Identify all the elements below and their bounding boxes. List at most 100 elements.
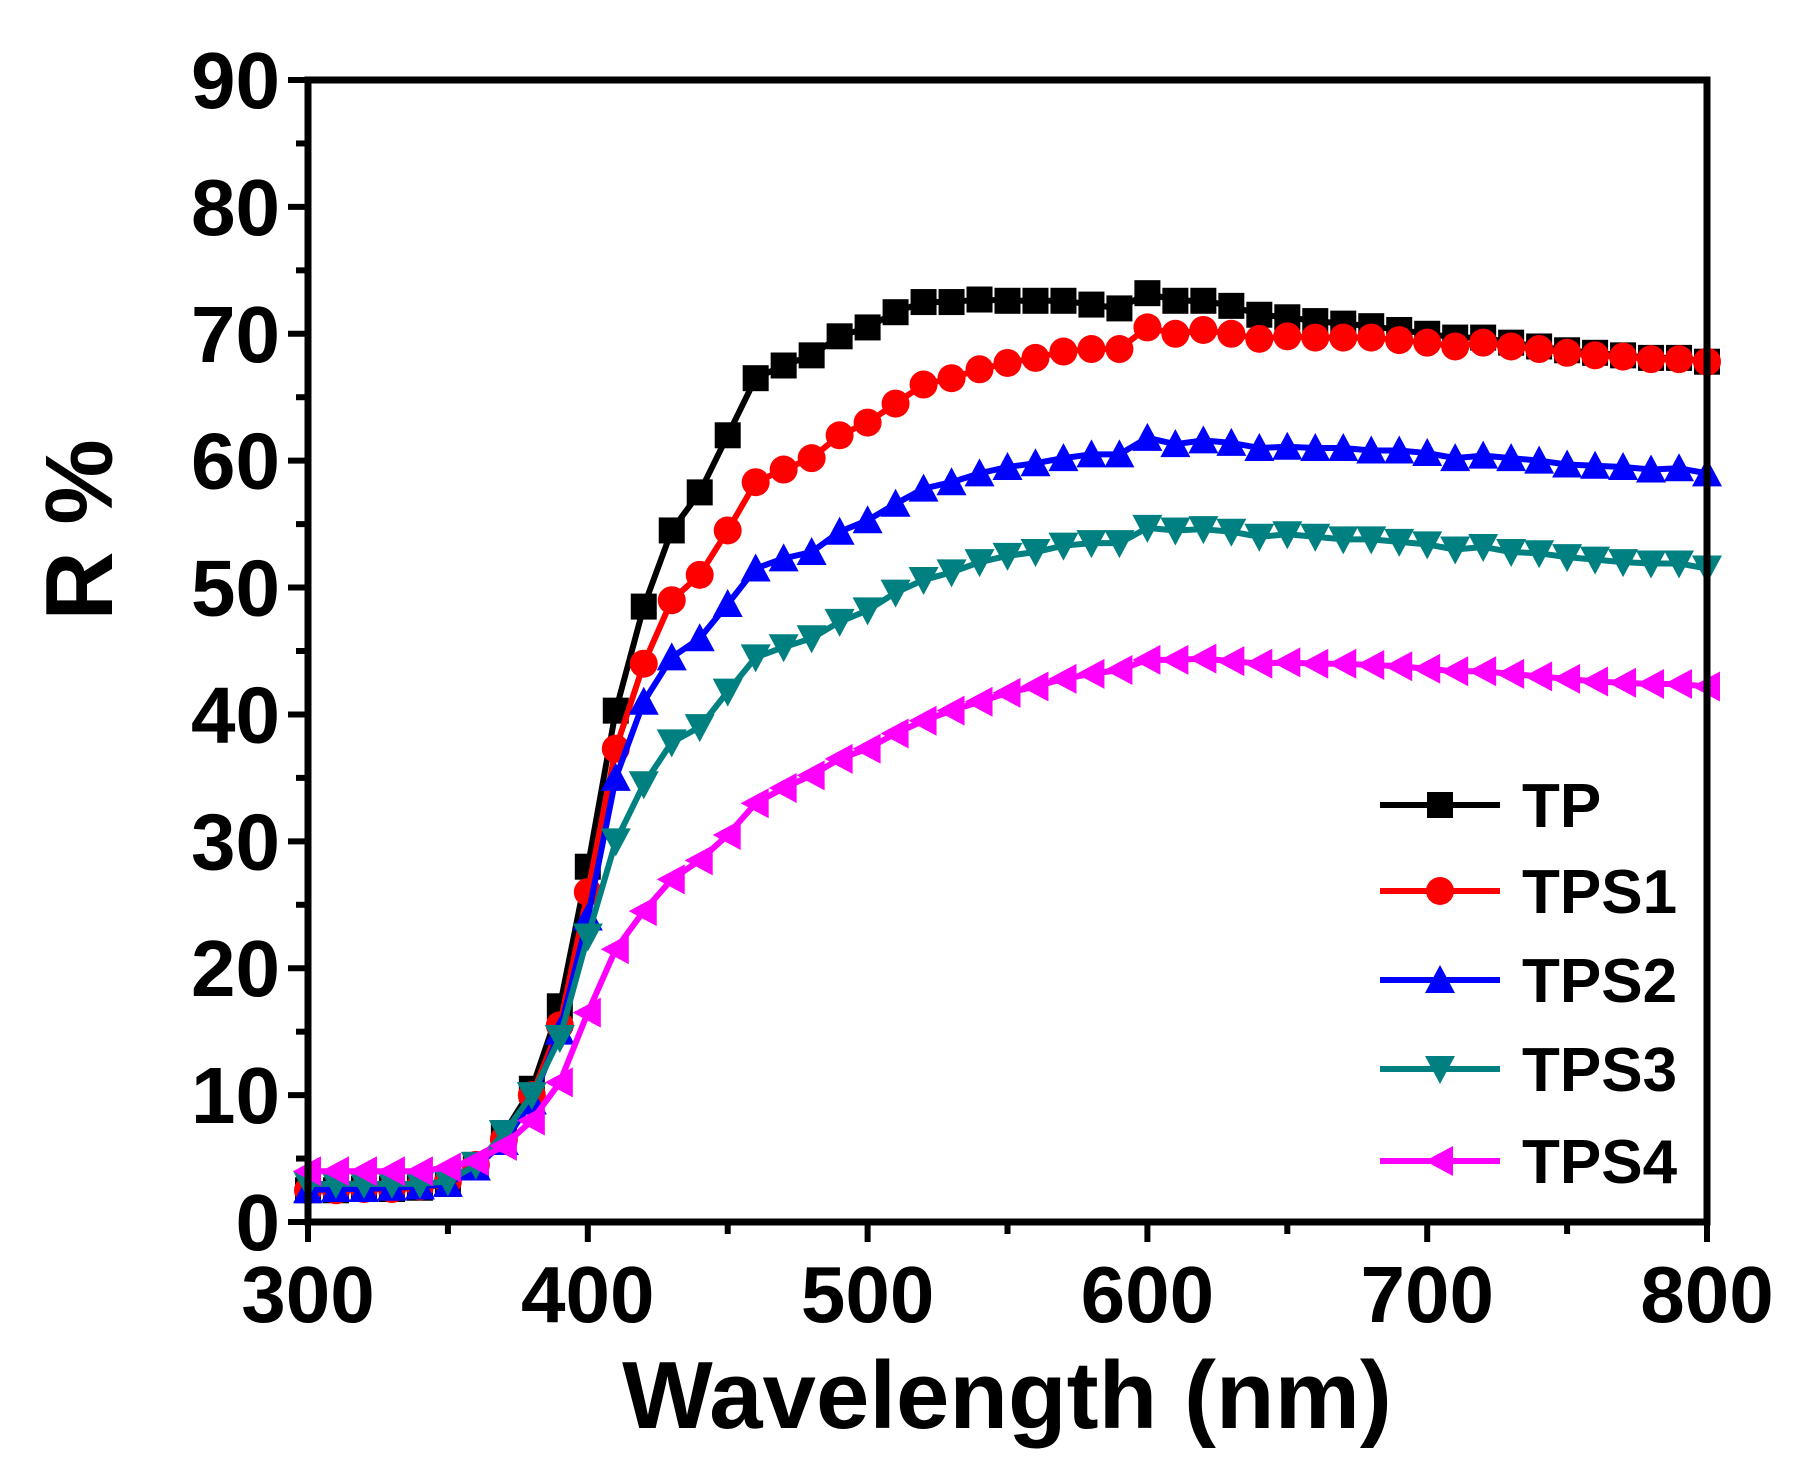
data-point <box>798 342 825 369</box>
legend-marker <box>1425 1056 1455 1084</box>
data-point <box>488 1120 519 1149</box>
x-tick-label: 600 <box>1081 1250 1214 1339</box>
data-point <box>544 1067 573 1098</box>
data-point <box>936 467 967 496</box>
y-axis-label: R % <box>26 439 133 620</box>
data-point <box>826 323 853 350</box>
data-point <box>658 517 685 544</box>
data-point <box>992 452 1023 481</box>
data-point <box>1384 435 1415 464</box>
series-tp <box>295 280 1720 1204</box>
data-point <box>1524 661 1553 692</box>
data-point <box>824 608 855 637</box>
data-point <box>1552 663 1581 694</box>
data-point <box>964 549 995 578</box>
data-point <box>1273 322 1302 351</box>
data-point <box>320 1156 349 1187</box>
data-point <box>1664 550 1695 579</box>
data-point <box>1022 287 1049 314</box>
data-point <box>770 352 797 379</box>
data-point <box>1104 655 1133 686</box>
data-point <box>1609 342 1638 371</box>
data-point <box>1496 658 1525 689</box>
data-point <box>768 634 799 663</box>
data-point <box>1188 516 1219 545</box>
legend-item-tps4: TPS4 <box>1380 1128 1678 1197</box>
data-point <box>1076 530 1107 559</box>
plot-frame <box>304 76 1711 1226</box>
legend-item-tps3: TPS3 <box>1380 1036 1677 1105</box>
series-tps3 <box>293 514 1722 1199</box>
data-point <box>1468 533 1499 562</box>
data-point <box>685 560 714 589</box>
data-point <box>908 473 939 502</box>
data-point <box>1188 643 1217 674</box>
data-point <box>1020 539 1051 568</box>
data-point <box>630 593 657 620</box>
data-point <box>1246 301 1273 328</box>
data-point <box>1469 328 1498 357</box>
data-point <box>1160 517 1191 546</box>
data-point <box>404 1156 433 1187</box>
data-point <box>1021 343 1050 372</box>
data-point <box>1048 532 1079 561</box>
data-point <box>1468 656 1497 687</box>
data-point <box>824 516 855 545</box>
data-point <box>1637 345 1666 374</box>
data-point <box>1440 656 1469 687</box>
data-point <box>994 287 1021 314</box>
data-point <box>1524 540 1555 569</box>
data-point <box>1244 523 1275 552</box>
data-point <box>684 714 715 743</box>
data-point <box>768 773 797 804</box>
y-tick-label: 40 <box>191 670 280 759</box>
data-point <box>348 1156 377 1187</box>
data-point <box>656 729 687 758</box>
data-point <box>686 479 713 506</box>
data-point <box>1161 319 1190 348</box>
data-point <box>1048 663 1077 694</box>
legend-label: TPS3 <box>1522 1036 1677 1105</box>
data-point <box>1496 443 1527 472</box>
data-point <box>488 1130 517 1161</box>
data-point <box>936 559 967 588</box>
data-point <box>432 1152 461 1183</box>
data-point <box>1384 651 1413 682</box>
data-point <box>1133 313 1162 342</box>
x-tick-label: 500 <box>801 1250 934 1339</box>
data-point <box>993 348 1022 377</box>
data-point <box>572 923 603 952</box>
series-line <box>308 655 1708 1175</box>
data-point <box>964 686 993 717</box>
data-point <box>1664 453 1695 482</box>
data-point <box>1608 549 1639 578</box>
data-point <box>712 589 743 618</box>
data-point <box>1244 432 1275 461</box>
data-point <box>1608 452 1639 481</box>
data-point <box>1580 546 1611 575</box>
data-point <box>824 743 853 774</box>
series-line <box>308 524 1708 1187</box>
legend-marker <box>1425 1146 1453 1176</box>
data-point <box>1162 287 1189 314</box>
data-point <box>600 762 631 791</box>
data-point <box>852 733 881 764</box>
data-point <box>712 678 743 707</box>
data-point <box>1132 514 1163 543</box>
legend-label: TPS1 <box>1522 858 1677 927</box>
data-point <box>1356 526 1387 555</box>
series-line <box>308 290 1708 1194</box>
data-point <box>852 505 883 534</box>
legend-item-tps2: TPS2 <box>1380 947 1677 1016</box>
data-point <box>684 623 715 652</box>
data-point <box>1552 544 1583 573</box>
data-point <box>938 289 965 316</box>
data-point <box>1300 523 1331 552</box>
data-point <box>1048 443 1079 472</box>
data-point <box>742 365 769 392</box>
y-tick-label: 90 <box>191 36 280 125</box>
data-point <box>965 355 994 384</box>
data-point <box>1440 536 1471 565</box>
data-point <box>1216 646 1245 677</box>
